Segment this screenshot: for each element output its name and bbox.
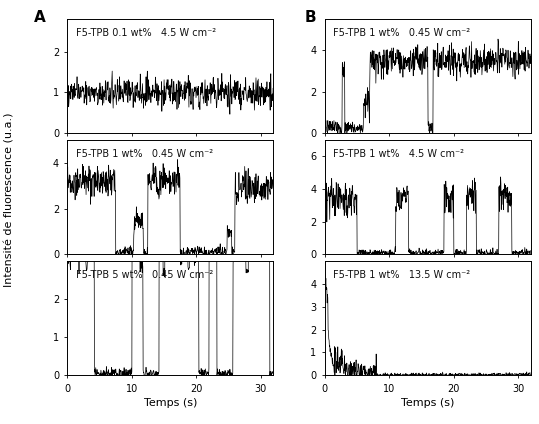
Text: F5-TPB 1 wt%   0.45 W cm⁻²: F5-TPB 1 wt% 0.45 W cm⁻² [75,149,213,159]
Text: F5-TPB 1 wt%   0.45 W cm⁻²: F5-TPB 1 wt% 0.45 W cm⁻² [333,28,470,38]
Text: F5-TPB 1 wt%   13.5 W cm⁻²: F5-TPB 1 wt% 13.5 W cm⁻² [333,270,470,280]
Text: A: A [34,10,46,25]
X-axis label: Temps (s): Temps (s) [144,398,197,408]
X-axis label: Temps (s): Temps (s) [401,398,454,408]
Text: F5-TPB 0.1 wt%   4.5 W cm⁻²: F5-TPB 0.1 wt% 4.5 W cm⁻² [75,28,216,38]
Text: F5-TPB 1 wt%   4.5 W cm⁻²: F5-TPB 1 wt% 4.5 W cm⁻² [333,149,464,159]
Text: F5-TPB 5 wt%   0.45 W cm⁻²: F5-TPB 5 wt% 0.45 W cm⁻² [75,270,213,280]
Text: B: B [305,10,316,25]
Text: Intensité de fluorescence (u.a.): Intensité de fluorescence (u.a.) [5,112,15,287]
